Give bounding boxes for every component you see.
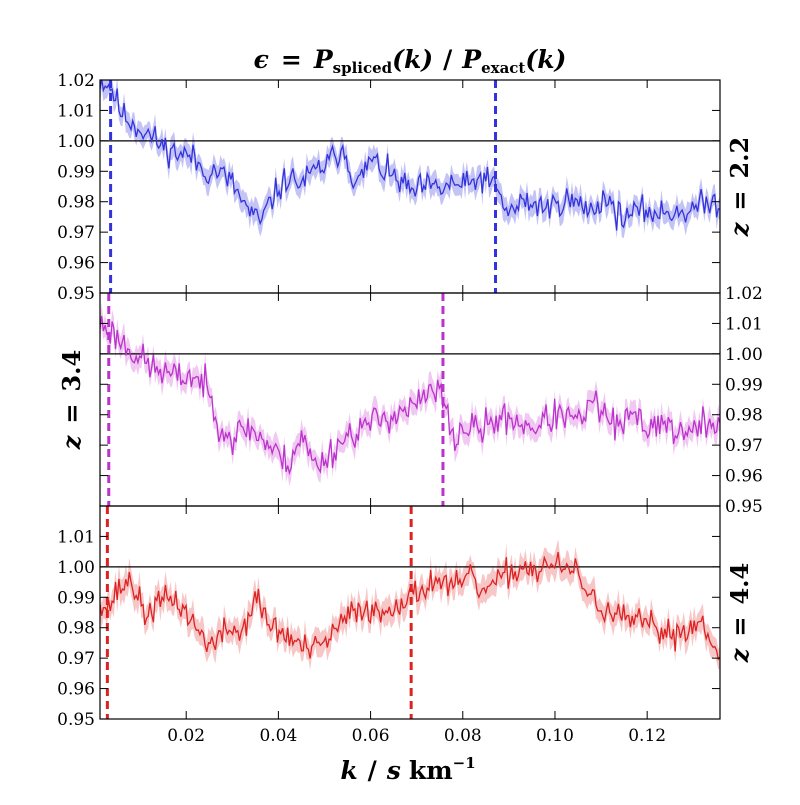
y-tick-label: 0.95	[725, 497, 763, 517]
y-tick-label: 0.97	[57, 649, 95, 669]
x-tick-label: 0.08	[444, 726, 482, 746]
y-tick-label: 0.97	[725, 436, 763, 456]
title-arg-den: (k)	[525, 45, 566, 74]
xlabel-km: km	[409, 756, 453, 785]
panel-3-error-band	[100, 539, 720, 670]
x-axis-ticks: 0.02 0.04 0.06 0.08 0.10 0.12	[167, 726, 666, 746]
y-tick-label: 0.99	[57, 162, 95, 182]
y-tick-label: 0.95	[57, 710, 95, 730]
y-tick-label: 0.96	[725, 467, 763, 487]
y-tick-label: 0.96	[57, 680, 95, 700]
title-equals: =	[281, 45, 302, 74]
x-tick-label: 0.04	[259, 726, 297, 746]
y-tick-label: 0.96	[57, 254, 95, 274]
title-p-num: P	[313, 45, 334, 74]
x-tick-label: 0.06	[352, 726, 390, 746]
y-tick-label: 1.02	[725, 284, 763, 304]
y-tick-label: 1.01	[57, 527, 95, 547]
xlabel-slash: /	[368, 756, 378, 785]
y-tick-label: 1.00	[57, 132, 95, 152]
panel-2-redshift-label: z=3.4	[57, 350, 86, 451]
y-tick-label: 1.00	[725, 345, 763, 365]
y-tick-label: 1.01	[57, 101, 95, 121]
y-tick-label: 1.00	[57, 558, 95, 578]
title-arg-num: (k)	[392, 45, 433, 74]
panel-3: 0.95 0.96 0.97 0.98 0.99 1.00 1.01 z=4.4	[57, 505, 754, 730]
panel-3-data	[100, 506, 720, 719]
y-tick-label: 0.99	[57, 588, 95, 608]
y-tick-label: 0.99	[725, 375, 763, 395]
y-tick-label: 0.95	[57, 284, 95, 304]
title-sub-spliced: spliced	[333, 59, 393, 77]
y-tick-label: 0.98	[725, 406, 763, 426]
panel-3-frame	[99, 505, 721, 720]
title-slash: /	[443, 45, 453, 74]
y-tick-label: 0.98	[57, 193, 95, 213]
panel-3-redshift-label: z=4.4	[725, 563, 754, 664]
xlabel-exponent: −1	[453, 754, 476, 772]
panel-2-error-band	[100, 303, 720, 487]
panel-1-error-band	[100, 80, 720, 239]
x-tick-label: 0.02	[167, 726, 205, 746]
title-p-den: P	[461, 45, 482, 74]
x-tick-label: 0.12	[628, 726, 666, 746]
title-epsilon: ϵ	[254, 45, 269, 74]
panel-1-data	[100, 80, 720, 293]
panel-1-redshift-label: z=2.2	[725, 137, 754, 238]
y-tick-label: 0.98	[57, 619, 95, 639]
xlabel-k: k	[340, 756, 357, 785]
panel-1-series-line	[100, 80, 720, 231]
y-tick-label: 0.97	[57, 223, 95, 243]
panel-2-series-line	[100, 315, 720, 476]
xlabel-s: s	[386, 756, 401, 785]
y-tick-label: 1.01	[725, 314, 763, 334]
panel-1: 0.95 0.96 0.97 0.98 0.99 1.00 1.01 1.02 z=2.2	[57, 71, 754, 304]
panel-2: 0.95 0.96 0.97 0.98 0.99 1.00 1.01 1.02 z=3.4	[57, 284, 763, 517]
x-axis-label: k / s km−1	[340, 754, 475, 785]
panel-2-data	[100, 293, 720, 506]
y-tick-label: 1.02	[57, 71, 95, 91]
x-tick-label: 0.10	[536, 726, 574, 746]
chart-title: ϵ = Pspliced(k) / Pexact(k)	[254, 45, 567, 77]
title-sub-exact: exact	[481, 59, 525, 77]
